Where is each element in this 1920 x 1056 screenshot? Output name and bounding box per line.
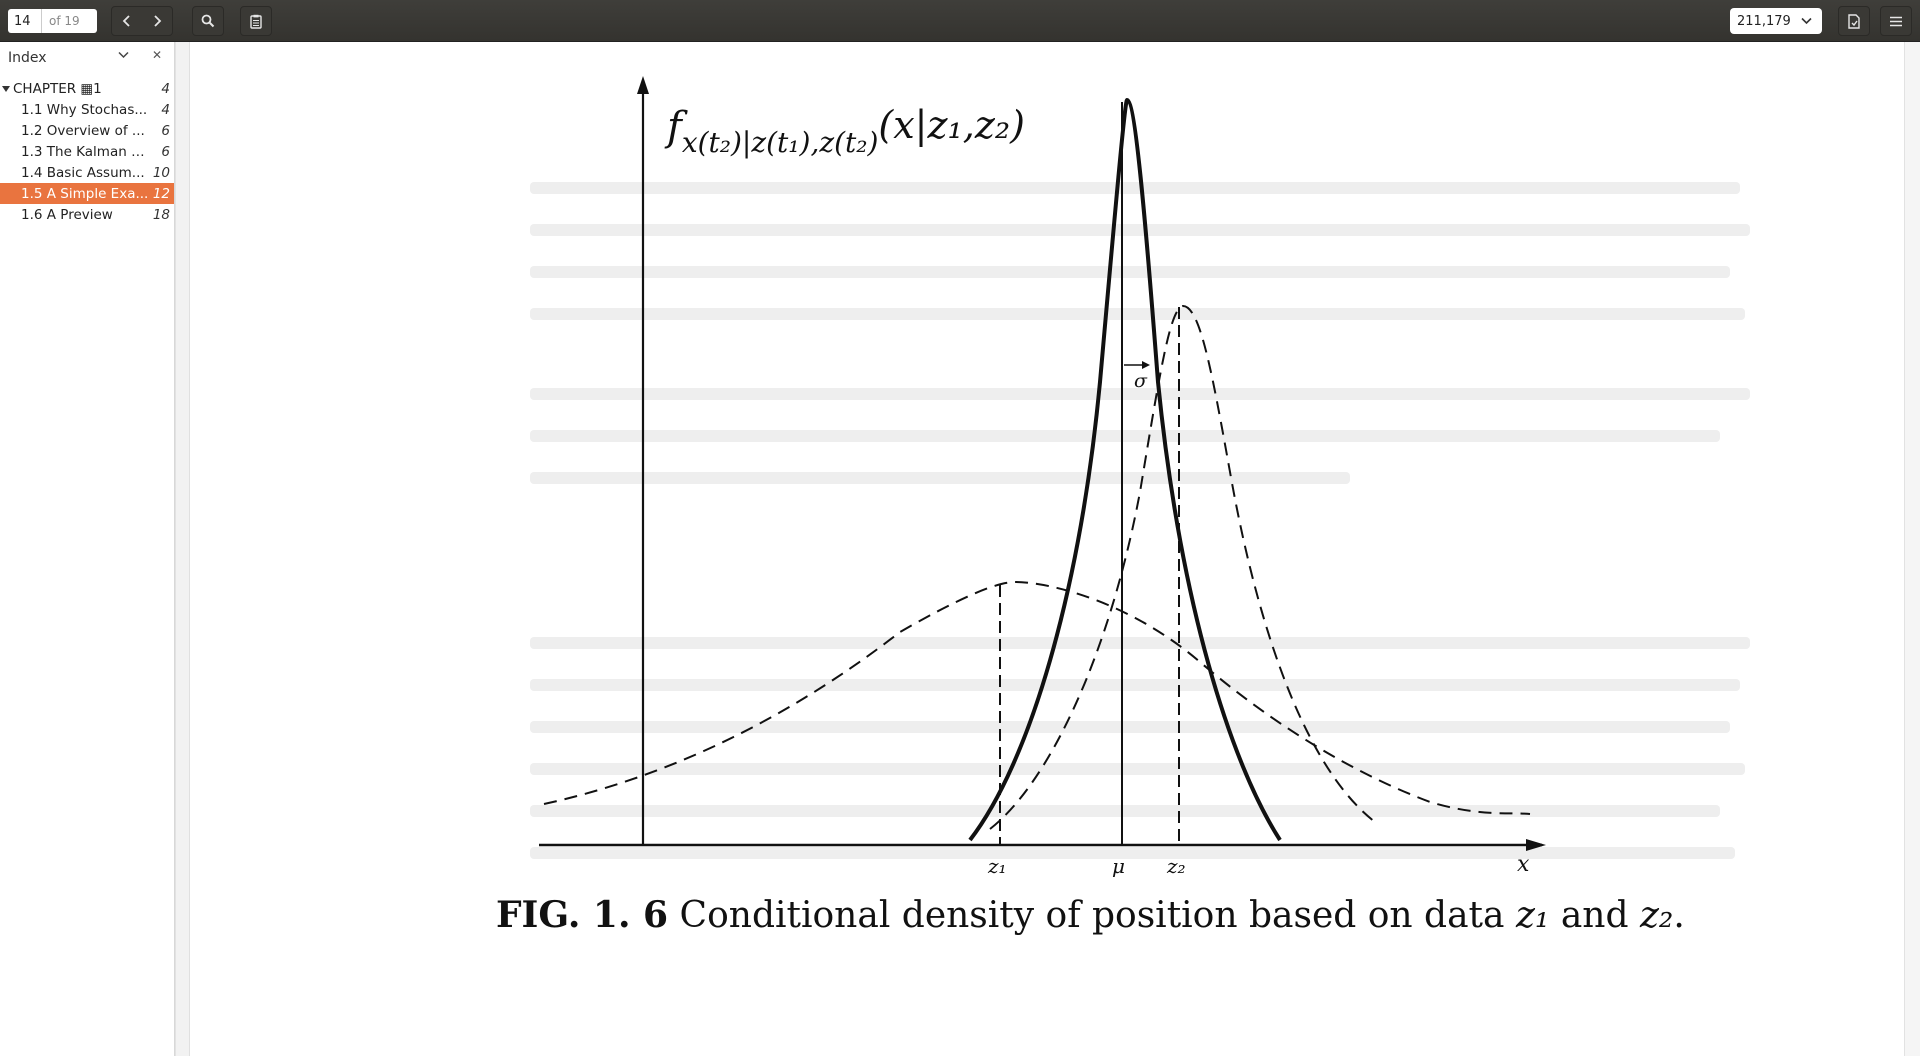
document-page: fx(t₂)|z(t₁),z(t₂)(x|z₁,z₂) σ z₁ μ z₂ x … bbox=[189, 42, 1904, 1056]
toc-item-1-1[interactable]: 1.1 Why Stochas... 4 bbox=[0, 99, 174, 120]
next-page-button[interactable] bbox=[142, 7, 172, 35]
clipboard-icon bbox=[250, 14, 262, 29]
toc-item-page: 18 bbox=[152, 206, 170, 223]
page-nav-group bbox=[111, 6, 173, 36]
toc-item-page: 4 bbox=[161, 101, 170, 118]
toc-list: CHAPTER ▦1 4 1.1 Why Stochas... 4 1.2 Ov… bbox=[0, 74, 174, 225]
close-sidebar-icon[interactable]: ✕ bbox=[152, 48, 163, 62]
conditional-density-bold-curve bbox=[968, 97, 1282, 842]
sidebar-index: Index ✕ CHAPTER ▦1 4 1.1 Why Stochas... … bbox=[0, 42, 175, 1056]
page-navigator: 14 of 19 bbox=[8, 9, 97, 33]
page-total-label: of 19 bbox=[49, 14, 80, 28]
function-subscript: x(t₂)|z(t₁),z(t₂) bbox=[681, 126, 879, 159]
document-icon bbox=[1848, 13, 1860, 29]
toc-item-label: 1.1 Why Stochas... bbox=[21, 101, 148, 118]
toc-item-label: CHAPTER ▦1 bbox=[13, 80, 102, 97]
sidebar-header: Index ✕ bbox=[0, 42, 174, 74]
toc-item-label: 1.5 A Simple Exa... bbox=[21, 185, 149, 202]
toc-item-label: 1.2 Overview of ... bbox=[21, 122, 145, 139]
toc-item-1-2[interactable]: 1.2 Overview of ... 6 bbox=[0, 120, 174, 141]
figure-axes bbox=[539, 76, 1546, 851]
sigma-arrow bbox=[1124, 361, 1150, 369]
figure-caption: FIG. 1. 6 Conditional density of positio… bbox=[496, 894, 1685, 936]
sigma-label: σ bbox=[1134, 370, 1147, 392]
annotations-button[interactable] bbox=[240, 6, 272, 36]
chevron-left-icon bbox=[122, 15, 130, 27]
expand-triangle-icon[interactable] bbox=[2, 85, 10, 92]
toc-item-page: 6 bbox=[161, 122, 170, 139]
conditional-density-figure bbox=[539, 76, 1546, 851]
toc-item-label: 1.4 Basic Assum... bbox=[21, 164, 145, 181]
search-icon bbox=[201, 14, 215, 28]
sidebar-mode-chevron-down-icon[interactable] bbox=[118, 51, 129, 59]
zoom-value: 211,179 bbox=[1737, 13, 1791, 29]
caption-period: . bbox=[1673, 895, 1685, 936]
page-scrollbar[interactable] bbox=[1904, 42, 1920, 1056]
toc-item-label: 1.3 The Kalman F... bbox=[21, 143, 149, 160]
sidebar-scrollbar[interactable] bbox=[175, 42, 189, 1056]
caption-z1: z₁ bbox=[1515, 895, 1550, 936]
toc-item-page: 10 bbox=[152, 164, 170, 181]
chevron-down-icon bbox=[1801, 17, 1812, 25]
toc-item-label: 1.6 A Preview bbox=[21, 206, 113, 223]
z1-tick-label: z₁ bbox=[988, 854, 1007, 878]
hamburger-menu-icon bbox=[1890, 16, 1902, 26]
mu-tick-label: μ bbox=[1112, 854, 1125, 878]
caption-text: Conditional density of position based on… bbox=[679, 895, 1505, 936]
caption-and: and bbox=[1560, 895, 1629, 936]
toc-item-1-3[interactable]: 1.3 The Kalman F... 6 bbox=[0, 141, 174, 162]
density-z2-dashed-curve bbox=[989, 304, 1376, 830]
document-properties-button[interactable] bbox=[1838, 6, 1870, 36]
toc-item-1-6[interactable]: 1.6 A Preview 18 bbox=[0, 204, 174, 225]
density-z1-dashed-curve bbox=[543, 580, 1531, 815]
toc-item-chapter-1[interactable]: CHAPTER ▦1 4 bbox=[0, 78, 174, 99]
toc-item-page: 12 bbox=[152, 185, 170, 202]
previous-page-button[interactable] bbox=[112, 7, 142, 35]
toc-item-page: 6 bbox=[161, 143, 170, 160]
caption-z2: z₂ bbox=[1639, 895, 1674, 936]
toolbar: 14 of 19 211,179 bbox=[0, 0, 1920, 42]
toc-item-page: 4 bbox=[161, 80, 170, 97]
search-button[interactable] bbox=[192, 6, 224, 36]
function-arguments: (x|z₁,z₂) bbox=[878, 103, 1025, 147]
zoom-select[interactable]: 211,179 bbox=[1730, 8, 1822, 34]
x-axis-label: x bbox=[1517, 852, 1530, 877]
chevron-right-icon bbox=[154, 15, 162, 27]
figure-number: FIG. 1. 6 bbox=[496, 894, 669, 936]
toc-item-1-4[interactable]: 1.4 Basic Assum... 10 bbox=[0, 162, 174, 183]
function-symbol: f bbox=[667, 104, 682, 150]
density-function-label: fx(t₂)|z(t₁),z(t₂)(x|z₁,z₂) bbox=[667, 103, 1025, 159]
page-number-input[interactable]: 14 bbox=[8, 9, 42, 33]
sidebar-title: Index bbox=[8, 50, 47, 66]
menu-button[interactable] bbox=[1880, 6, 1912, 36]
z2-tick-label: z₂ bbox=[1167, 854, 1186, 878]
toc-item-1-5[interactable]: 1.5 A Simple Exa... 12 bbox=[0, 183, 174, 204]
